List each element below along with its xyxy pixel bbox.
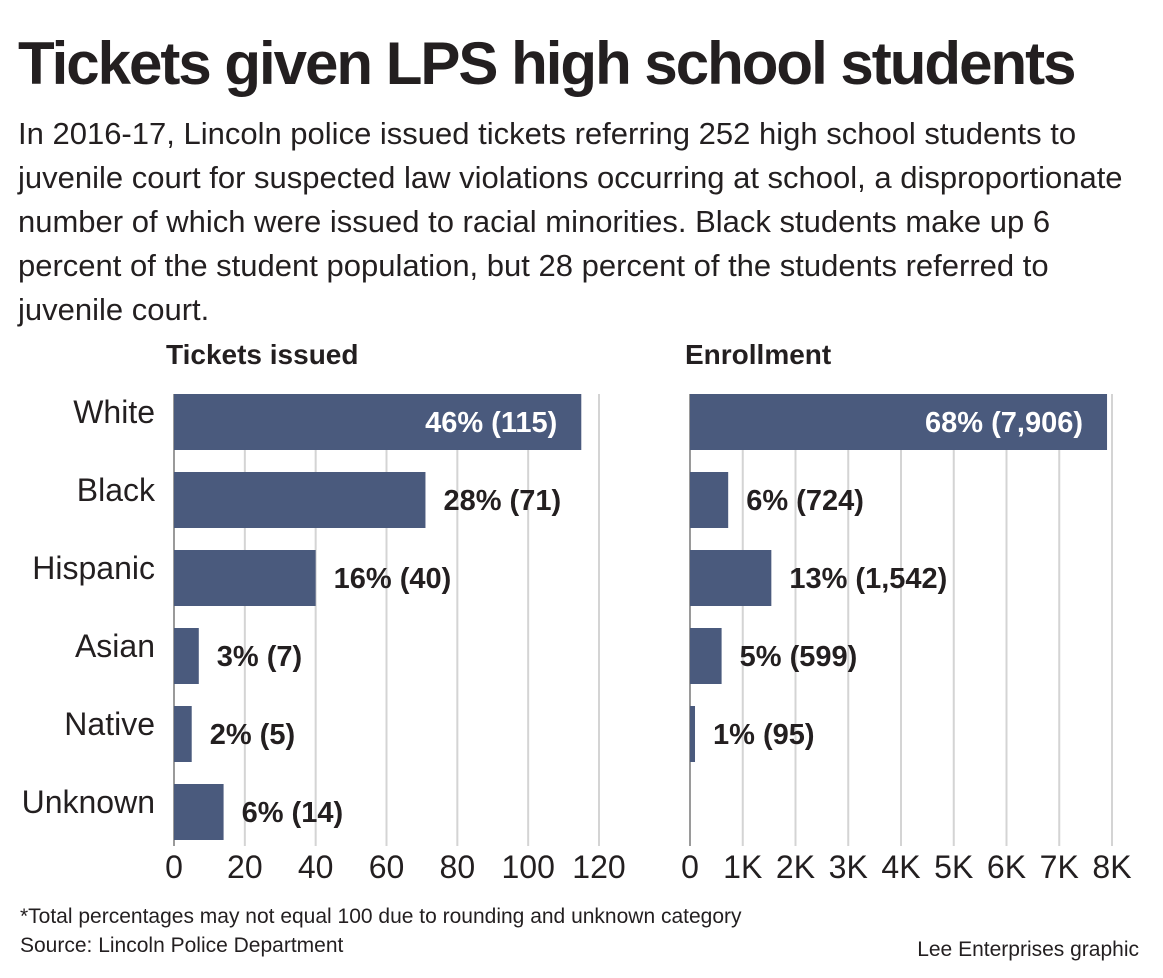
chart-title: Tickets given LPS high school students <box>18 30 1076 97</box>
enrollment-tick-label: 6K <box>987 849 1026 885</box>
enrollment-tick-label: 5K <box>934 849 973 885</box>
tickets-bar <box>174 550 316 606</box>
category-label: Hispanic <box>32 550 155 586</box>
category-label: Black <box>77 472 156 508</box>
tickets-data-label: 3% (7) <box>217 641 302 673</box>
tickets-tick-label: 120 <box>572 849 625 885</box>
chart-subtitle: In 2016-17, Lincoln police issued ticket… <box>18 116 1123 327</box>
enrollment-tick-label: 7K <box>1040 849 1079 885</box>
tickets-tick-label: 60 <box>369 849 405 885</box>
tickets-data-label: 28% (71) <box>443 485 561 517</box>
enrollment-data-label: 5% (599) <box>740 641 858 673</box>
tickets-bar <box>174 706 192 762</box>
tickets-chart-title: Tickets issued <box>166 339 358 370</box>
tickets-tick-label: 0 <box>165 849 183 885</box>
enrollment-bar <box>690 472 729 528</box>
category-label: Asian <box>75 628 155 664</box>
enrollment-tick-label: 3K <box>829 849 868 885</box>
tickets-bar <box>174 784 224 840</box>
enrollment-data-label: 1% (95) <box>713 719 815 751</box>
enrollment-tick-label: 2K <box>776 849 815 885</box>
enrollment-chart-title: Enrollment <box>685 339 831 370</box>
enrollment-data-label: 6% (724) <box>746 485 864 517</box>
category-label: White <box>73 394 155 430</box>
graphic-credit: Lee Enterprises graphic <box>917 938 1139 961</box>
category-label: Unknown <box>22 784 155 820</box>
enrollment-bar <box>690 628 722 684</box>
tickets-tick-label: 80 <box>440 849 476 885</box>
tickets-bar <box>174 394 582 450</box>
tickets-data-label: 6% (14) <box>242 797 344 829</box>
tickets-tick-label: 100 <box>501 849 554 885</box>
enrollment-bar <box>690 550 772 606</box>
enrollment-tick-label: 4K <box>881 849 920 885</box>
enrollment-bar <box>690 394 1108 450</box>
tickets-bar <box>174 628 199 684</box>
enrollment-data-label: 13% (1,542) <box>789 563 947 595</box>
enrollment-tick-label: 8K <box>1092 849 1131 885</box>
tickets-data-label: 2% (5) <box>210 719 295 751</box>
enrollment-tick-label: 1K <box>723 849 762 885</box>
tickets-tick-label: 20 <box>227 849 263 885</box>
tickets-tick-label: 40 <box>298 849 334 885</box>
footnote: *Total percentages may not equal 100 due… <box>20 902 742 960</box>
enrollment-data-label: 68% (7,906) <box>925 407 1083 439</box>
bar-charts: Tickets issued 46% (115) 28% (71) 16% (40) 3… <box>22 339 1132 885</box>
enrollment-tick-label: 0 <box>681 849 699 885</box>
footnote-note: *Total percentages may not equal 100 due… <box>20 905 742 928</box>
tickets-bar <box>174 472 426 528</box>
enrollment-bar <box>690 706 696 762</box>
tickets-data-label: 16% (40) <box>334 563 452 595</box>
tickets-data-label: 46% (115) <box>425 407 557 439</box>
category-label: Native <box>64 706 155 742</box>
footnote-source: Source: Lincoln Police Department <box>20 934 344 957</box>
